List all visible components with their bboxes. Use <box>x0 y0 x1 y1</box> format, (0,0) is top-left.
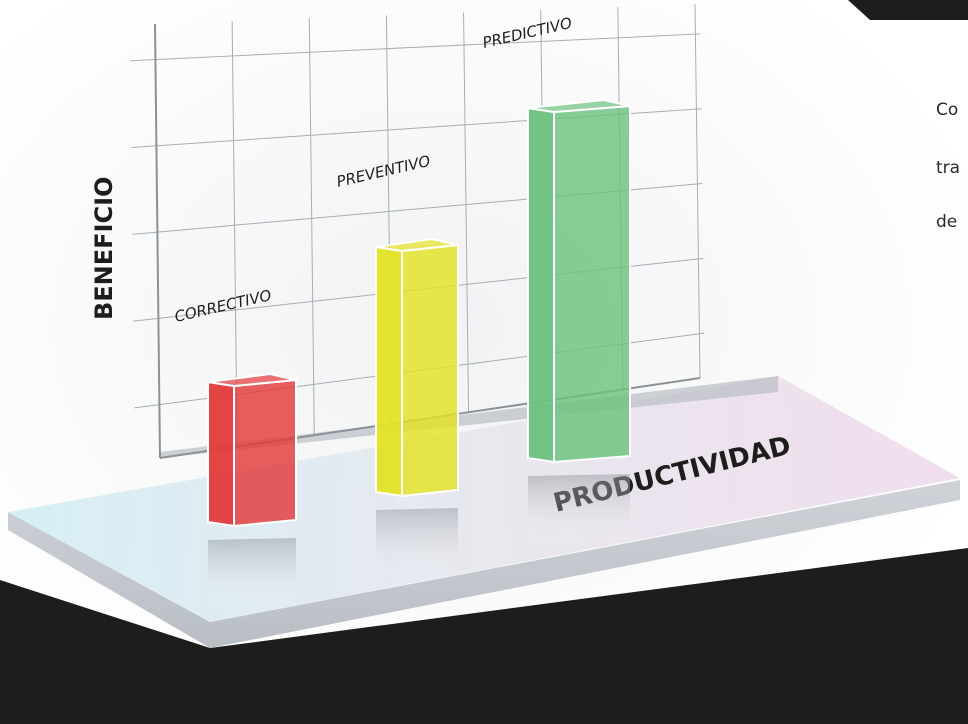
bar-predictivo-front <box>527 106 555 464</box>
bar-reflection <box>376 508 458 580</box>
grid-line-vertical <box>231 21 238 447</box>
bar-reflection <box>528 474 630 546</box>
grid-line-horizontal <box>130 33 701 62</box>
bar-preventivo-front <box>375 245 403 498</box>
y-axis-line <box>154 23 161 459</box>
grid-line-vertical <box>694 3 701 379</box>
bar-preventivo-side <box>401 243 459 498</box>
bar-reflections <box>208 474 630 610</box>
dark-top-band <box>848 0 968 20</box>
y-axis-label: BENEFICIO <box>90 177 118 320</box>
side-text-line-3: de <box>936 212 958 232</box>
bar-preventivo-top <box>375 237 459 253</box>
side-text-line-2: tra <box>936 158 961 178</box>
bar-predictivo-side <box>553 104 631 464</box>
bar-predictivo-top <box>527 98 631 114</box>
bar-correctivo-top <box>207 372 297 388</box>
bar-group <box>207 98 631 528</box>
grid-line-vertical <box>463 12 470 413</box>
bar-correctivo-front <box>207 380 235 528</box>
side-text-line-1: Co <box>936 100 959 120</box>
dark-bottom-band <box>0 548 968 724</box>
bar-reflection <box>208 538 296 610</box>
bar-correctivo-side <box>233 378 297 528</box>
grid-line-vertical <box>308 18 315 436</box>
